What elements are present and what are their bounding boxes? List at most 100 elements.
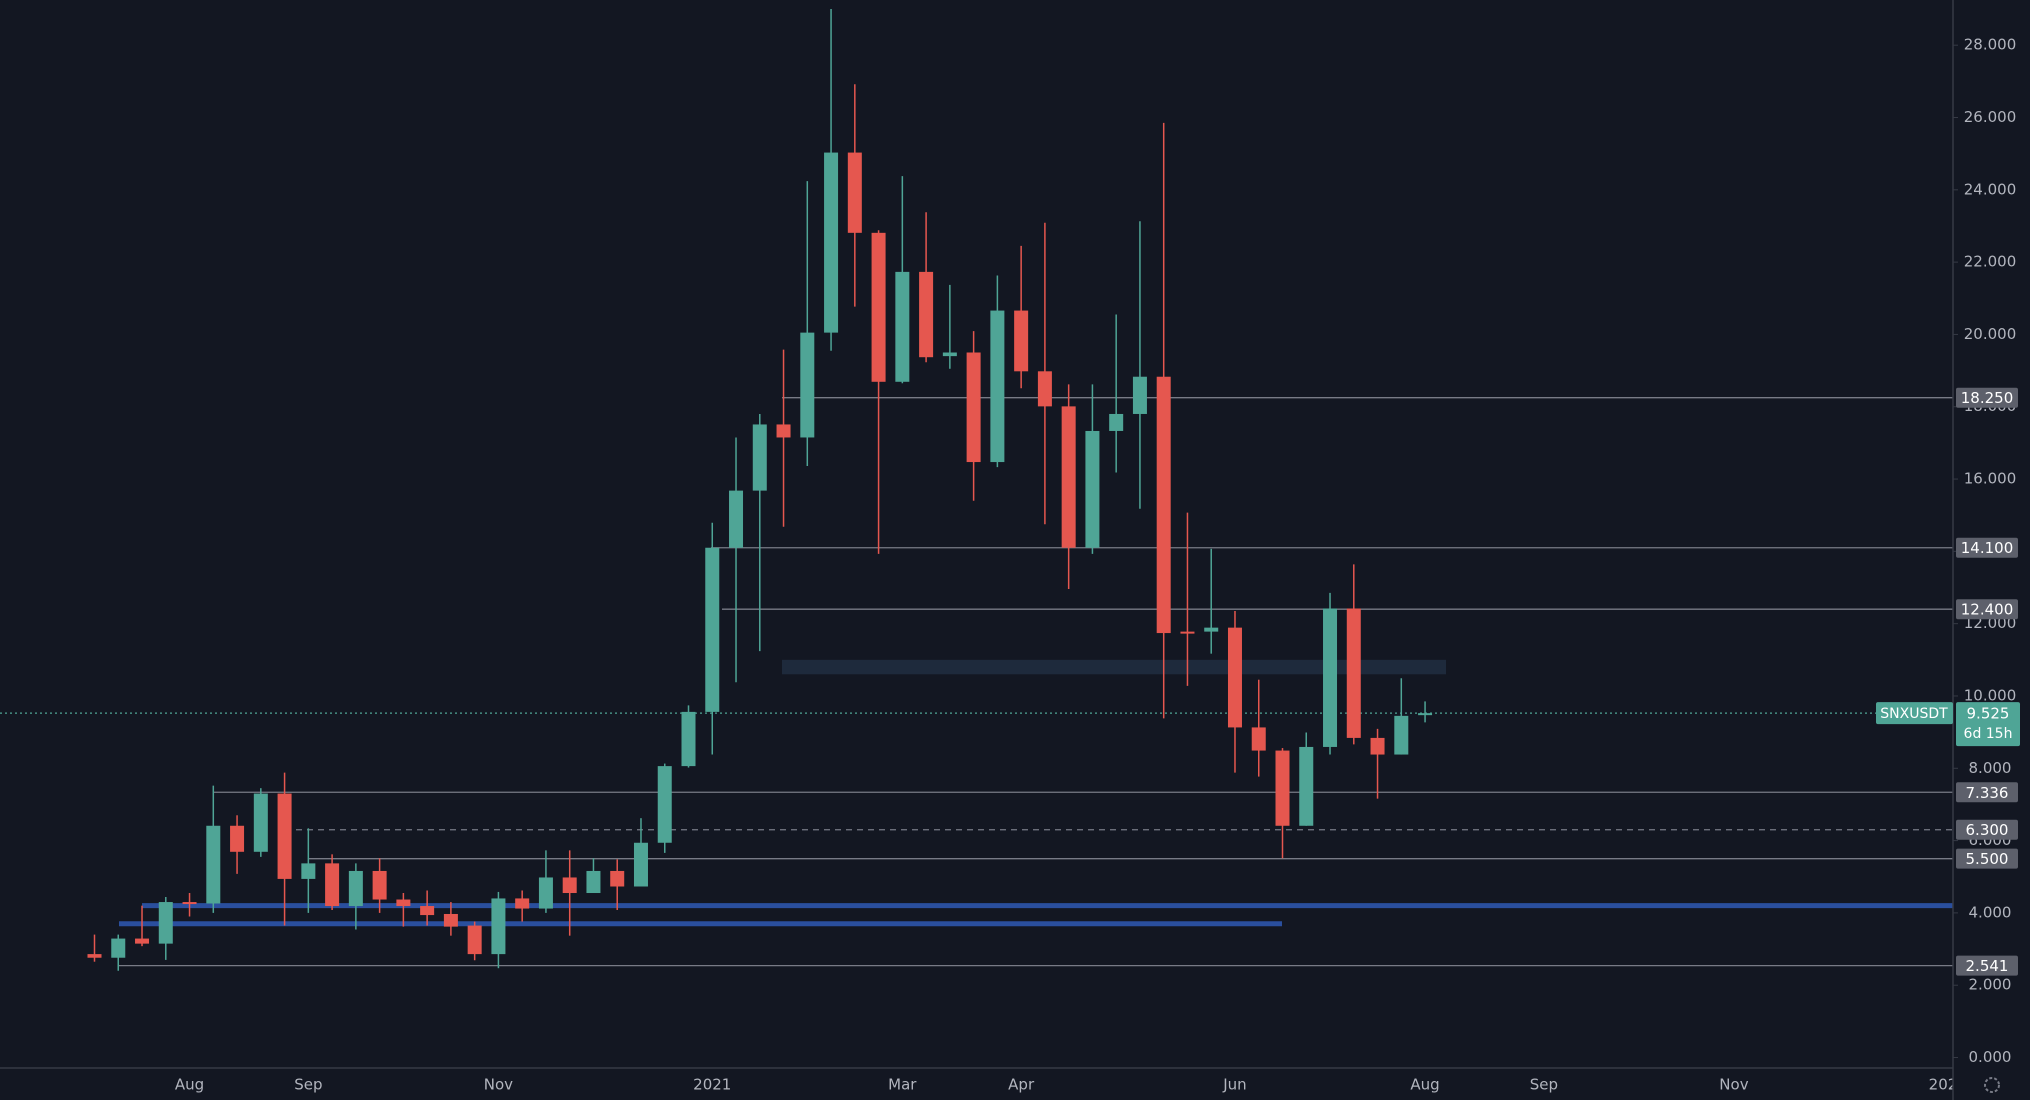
candle-body: [657, 766, 672, 843]
last-price-box: [1956, 702, 2020, 747]
candle-body: [158, 902, 173, 944]
x-tick-label: Nov: [1719, 1076, 1748, 1094]
candle-body: [776, 424, 791, 438]
candle-body: [325, 863, 340, 907]
candle-body: [1323, 608, 1338, 747]
x-tick-label: Sep: [294, 1076, 322, 1094]
candle-body: [1394, 715, 1409, 755]
y-tick-label: 8.000: [1969, 759, 2012, 777]
candle-body: [135, 938, 150, 944]
candle-body: [895, 271, 910, 382]
x-tick-label: Sep: [1530, 1076, 1558, 1094]
candle-body: [871, 232, 886, 382]
candle-body: [253, 793, 268, 852]
level-label: 14.100: [1961, 539, 2014, 557]
candle-body: [800, 332, 815, 438]
candle-body: [705, 547, 720, 712]
candle-body: [111, 938, 126, 958]
y-tick-label: 16.000: [1964, 470, 2017, 488]
last-price-label: 9.525: [1967, 705, 2010, 723]
candle-body: [752, 424, 767, 491]
candle-body: [277, 793, 292, 879]
candle-body: [538, 877, 553, 909]
candle-body: [1418, 713, 1433, 716]
level-label: 12.400: [1961, 601, 2014, 619]
candle-body: [87, 954, 102, 958]
countdown-label: 6d 15h: [1964, 726, 2013, 742]
candle-body: [1251, 727, 1266, 751]
level-label-box: [1956, 599, 2018, 620]
candle-body: [230, 825, 245, 852]
level-label: 2.541: [1966, 957, 2009, 975]
candle-body: [1156, 376, 1171, 634]
candle-body: [1204, 627, 1219, 632]
candle-body: [301, 863, 316, 879]
candle-body: [491, 898, 506, 955]
x-tick-label: Jun: [1222, 1076, 1246, 1094]
symbol-box: [1876, 702, 1953, 725]
candle-body: [824, 152, 839, 333]
candle-body: [633, 842, 648, 887]
candle-body: [1299, 746, 1314, 826]
candle-body: [1132, 376, 1147, 414]
candle-body: [206, 825, 221, 904]
candle-body: [1370, 737, 1385, 755]
candle-body: [1346, 608, 1361, 738]
candle-body: [610, 870, 625, 887]
candle-body: [1014, 310, 1029, 372]
y-tick-label: 4.000: [1969, 903, 2012, 921]
candle-body: [729, 490, 744, 548]
level-label: 5.500: [1966, 850, 2009, 868]
candle-body: [1037, 371, 1052, 407]
candle-body: [182, 902, 197, 905]
candle-body: [1109, 413, 1124, 431]
x-tick-label: Aug: [1410, 1076, 1439, 1094]
y-tick-label: 2.000: [1969, 976, 2012, 994]
y-tick-label: 28.000: [1964, 36, 2017, 54]
x-tick-label: Apr: [1008, 1076, 1035, 1094]
zone: [782, 659, 1446, 675]
level-label-box: [1956, 537, 2018, 558]
candle-body: [562, 877, 577, 894]
level-label-box: [1956, 955, 2018, 976]
candle-body: [586, 870, 601, 894]
y-tick-label: 24.000: [1964, 180, 2017, 198]
y-tick-label: 10.000: [1964, 686, 2017, 704]
candle-body: [681, 711, 696, 767]
candle-body: [1275, 750, 1290, 826]
x-tick-label: Aug: [175, 1076, 204, 1094]
candle-body: [1227, 627, 1242, 728]
candle-body: [467, 925, 482, 955]
candle-body: [372, 870, 387, 900]
level-label-box: [1956, 782, 2018, 803]
candle-body: [990, 310, 1005, 463]
level-label: 6.300: [1966, 821, 2009, 839]
x-tick-label: Nov: [484, 1076, 513, 1094]
level-label: 18.250: [1961, 389, 2014, 407]
candle-body: [966, 352, 981, 463]
candle-body: [942, 352, 957, 357]
candle-body: [420, 906, 435, 916]
y-tick-label: 20.000: [1964, 325, 2017, 343]
x-tick-label: Mar: [888, 1076, 917, 1094]
candle-body: [515, 898, 530, 909]
candle-body: [396, 899, 411, 907]
level-label: 7.336: [1966, 784, 2009, 802]
level-label-box: [1956, 819, 2018, 840]
level-label-box: [1956, 387, 2018, 408]
candle-body: [919, 271, 934, 358]
symbol-label: SNXUSDT: [1880, 706, 1948, 722]
candle-body: [1061, 406, 1076, 548]
candle-body: [847, 152, 862, 233]
x-tick-label: 2021: [693, 1076, 731, 1094]
candle-body: [1180, 631, 1195, 634]
candle-body: [1085, 430, 1100, 548]
y-tick-label: 26.000: [1964, 108, 2017, 126]
candle-body: [348, 870, 363, 907]
y-tick-label: 22.000: [1964, 253, 2017, 271]
y-tick-label: 0.000: [1969, 1048, 2012, 1066]
level-label-box: [1956, 848, 2018, 869]
settings-icon: [1984, 1077, 2000, 1093]
